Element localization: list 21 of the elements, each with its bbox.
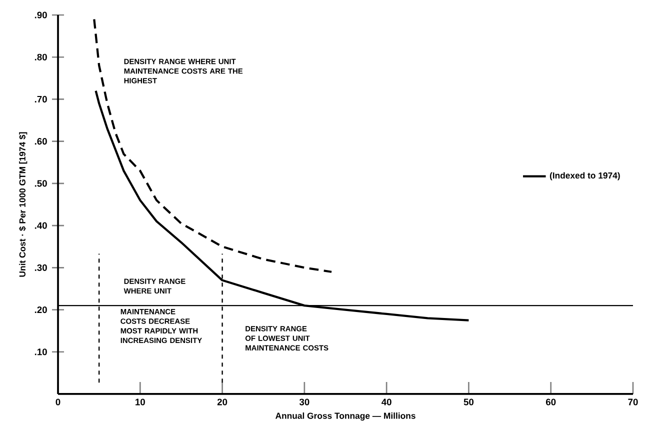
x-tick-label: 70 — [628, 398, 638, 406]
x-tick-label: 30 — [299, 398, 310, 406]
y-tick-label: .40 — [34, 222, 47, 229]
y-tick-label: .90 — [34, 12, 47, 18]
y-tick-label: .70 — [34, 96, 47, 103]
y-tick-label: .20 — [34, 306, 47, 314]
x-tick-label: 10 — [136, 398, 145, 406]
x-axis-title: Annual Gross Tonnage — Millions — [275, 412, 416, 421]
y-tick-label: .10 — [34, 348, 47, 356]
y-tick-label: .60 — [34, 138, 47, 145]
x-tick-label: 40 — [382, 398, 392, 406]
x-tick-label: 0 — [56, 398, 60, 406]
x-tick-label: 60 — [546, 398, 556, 406]
legend-label: (Indexed to 1974) — [550, 172, 620, 180]
y-tick-label: .30 — [34, 264, 47, 271]
y-tick-label: .80 — [34, 54, 47, 60]
y-tick-label: .50 — [34, 180, 47, 187]
x-tick-label: 20 — [217, 398, 228, 406]
line-series — [93, 18, 333, 273]
y-axis-title: Unit Cost · $ Per 1000 GTM [1974 $] — [18, 132, 28, 277]
x-tick-label: 50 — [464, 398, 474, 406]
